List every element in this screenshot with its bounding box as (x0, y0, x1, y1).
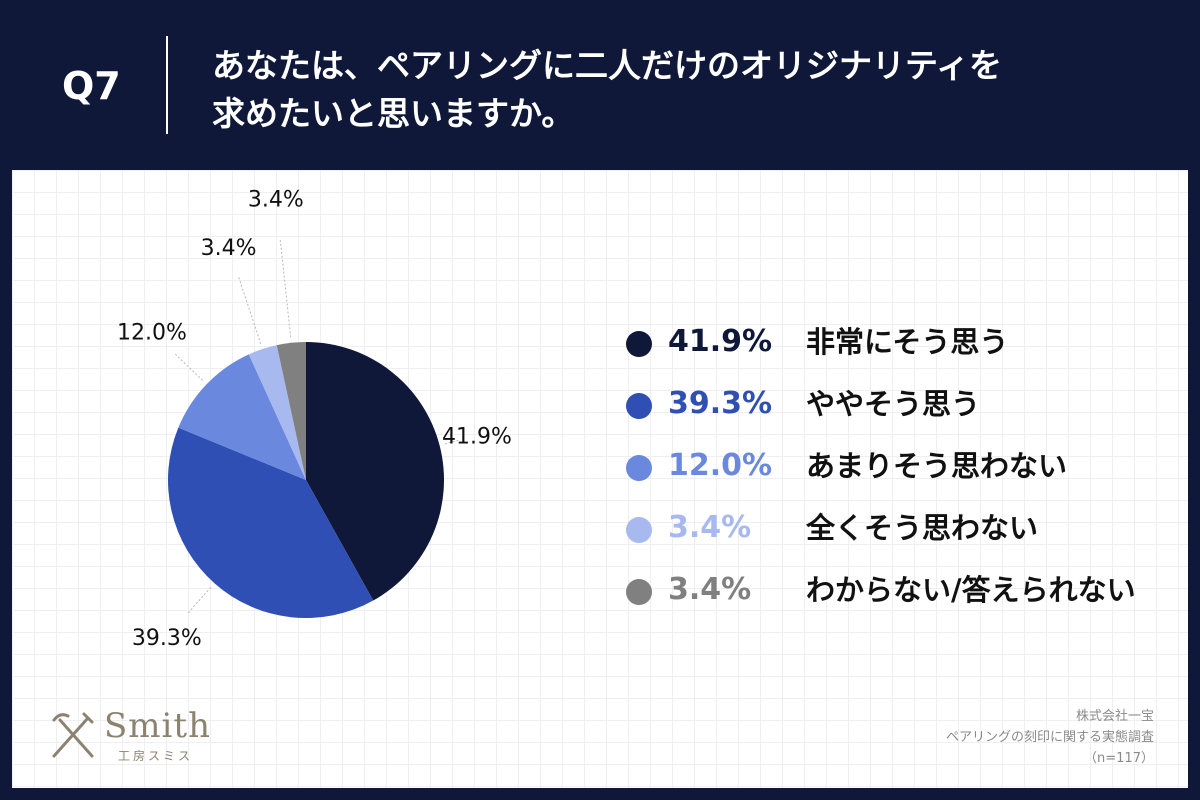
pie-slice (276, 342, 306, 480)
header-divider (166, 36, 168, 134)
legend-percent: 39.3% (668, 386, 773, 421)
legend-dot (626, 579, 652, 605)
legend-label: 全くそう思わない (806, 511, 1039, 545)
legend-percent: 12.0% (668, 448, 773, 483)
legend-item: 3.4% わからない/答えられない (626, 568, 1186, 630)
logo-subtitle: 工房スミス (118, 749, 194, 763)
legend-label: ややそう思う (806, 387, 981, 421)
source-sample-size: （n=117） (1084, 751, 1154, 766)
pie-slice (178, 354, 306, 480)
pie-slice (167, 427, 374, 618)
pie-leader-line (238, 276, 262, 344)
source-survey: ペアリングの刻印に関する実態調査 (945, 730, 1154, 745)
question-text: あなたは、ペアリングに二人だけのオリジナリティを 求めたいと思いますか。 (212, 42, 1112, 138)
pie-data-label: 39.3% (132, 626, 202, 651)
question-line-2: 求めたいと思いますか。 (212, 94, 575, 133)
legend-dot (626, 331, 652, 357)
legend-label: 非常にそう思う (806, 325, 1009, 359)
legend-dot (626, 517, 652, 543)
pie-leader-line (186, 587, 212, 615)
crossed-tools-icon (52, 712, 94, 758)
pie-chart: 41.9% 39.3% 12.0% 3.4% 3.4% (117, 188, 512, 651)
pie-slice (306, 342, 444, 601)
legend-percent: 3.4% (668, 572, 752, 607)
smith-logo: Smith 工房スミス (46, 704, 246, 774)
pie-data-label: 41.9% (442, 425, 512, 450)
legend-percent: 3.4% (668, 510, 752, 545)
question-number: Q7 (62, 64, 121, 108)
legend-label: わからない/答えられない (806, 573, 1136, 607)
legend-dot (626, 393, 652, 419)
legend: 41.9% 非常にそう思う 39.3% ややそう思う 12.0% あまりそう思わ… (626, 320, 1186, 630)
legend-item: 39.3% ややそう思う (626, 382, 1186, 444)
pie-data-label: 3.4% (201, 236, 257, 261)
source-note: 株式会社一宝 ペアリングの刻印に関する実態調査 （n=117） (754, 706, 1154, 769)
legend-item: 41.9% 非常にそう思う (626, 320, 1186, 382)
question-line-1: あなたは、ペアリングに二人だけのオリジナリティを (212, 46, 1003, 85)
legend-percent: 41.9% (668, 324, 773, 359)
legend-label: あまりそう思わない (806, 449, 1068, 483)
header: Q7 あなたは、ペアリングに二人だけのオリジナリティを 求めたいと思いますか。 (0, 0, 1200, 170)
pie-data-label: 12.0% (117, 321, 187, 346)
legend-dot (626, 455, 652, 481)
source-company: 株式会社一宝 (1075, 709, 1154, 724)
chart-panel: 41.9% 39.3% 12.0% 3.4% 3.4% 41.9% 非常にそう思う 39… (12, 170, 1188, 788)
legend-item: 12.0% あまりそう思わない (626, 444, 1186, 506)
pie-leader-line (279, 239, 292, 338)
pie-leader-line (173, 352, 203, 381)
logo-name: Smith (104, 706, 211, 746)
legend-item: 3.4% 全くそう思わない (626, 506, 1186, 568)
pie-data-label: 3.4% (248, 188, 304, 213)
pie-slice (248, 345, 306, 480)
